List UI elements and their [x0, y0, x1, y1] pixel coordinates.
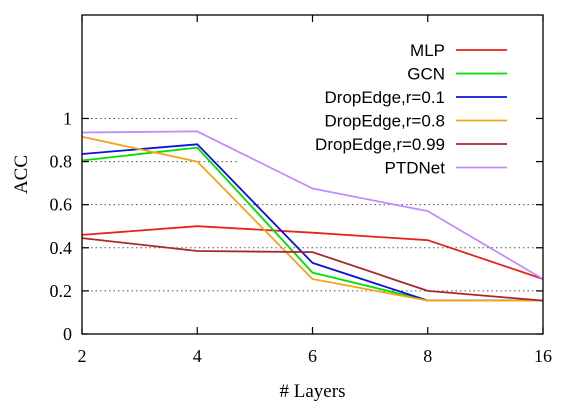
- legend-label: DropEdge,r=0.99: [315, 135, 445, 154]
- legend-label: DropEdge,r=0.8: [325, 112, 446, 131]
- legend-label: PTDNet: [385, 159, 446, 178]
- plot-frame: [81, 14, 544, 335]
- legend-label: DropEdge,r=0.1: [325, 88, 446, 107]
- x-tick-label: 4: [193, 346, 202, 366]
- x-axis-title: # Layers: [280, 381, 346, 402]
- x-tick-label: 6: [308, 346, 317, 366]
- legend-label: GCN: [407, 65, 445, 84]
- y-axis-title: ACC: [11, 155, 32, 194]
- series-line-1: [81, 146, 543, 302]
- series-line-3: [81, 135, 543, 302]
- y-tick-label: 0.2: [50, 281, 73, 301]
- y-tick-label: 0.6: [50, 195, 73, 215]
- x-tick-label: 16: [534, 346, 552, 366]
- series-line-0: [81, 225, 544, 280]
- series-line-4: [81, 237, 544, 302]
- x-tick-label: 2: [78, 346, 87, 366]
- y-tick-label: 0.4: [50, 238, 73, 258]
- y-tick-label: 1: [63, 108, 72, 128]
- legend: MLP GCN DropEdge,r=0.1 DropEdge,r=0.8 DropEd…: [315, 41, 507, 178]
- x-tick-label: 8: [423, 346, 432, 366]
- legend-label: MLP: [410, 41, 445, 60]
- axis-ticks: 0 0.2 0.4 0.6 0.8 1 2 4 6 8 16: [50, 15, 552, 366]
- y-tick-label: 0: [63, 324, 72, 344]
- series-lines: [81, 130, 544, 302]
- y-tick-label: 0.8: [50, 152, 73, 172]
- series-line-5: [81, 130, 544, 280]
